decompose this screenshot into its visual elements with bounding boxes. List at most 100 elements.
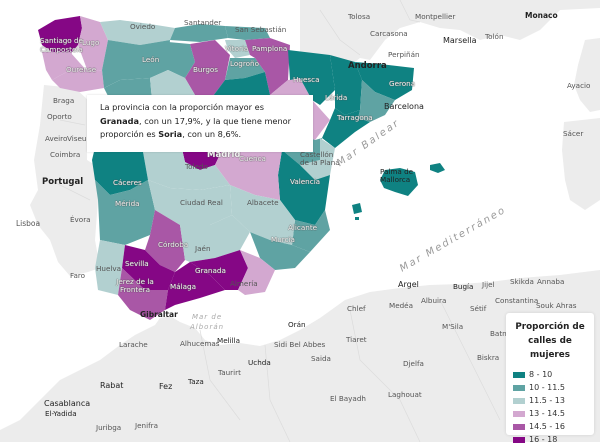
- city-label: Skikda: [510, 277, 534, 286]
- city-label: Gerona: [389, 79, 416, 88]
- province-girona: [355, 62, 414, 100]
- city-label: Jaén: [195, 244, 211, 253]
- tooltip-max-province: Granada: [100, 115, 140, 126]
- city-label: Orán: [288, 320, 306, 329]
- city-label: Sidi Bel Abbes: [274, 340, 326, 349]
- province-lleida: [330, 55, 362, 115]
- province-navarra: [245, 38, 290, 95]
- province-sevilla: [122, 245, 175, 290]
- city-label: Uchda: [248, 358, 271, 367]
- province-baleares-menorca: [430, 163, 445, 173]
- sea-label-alboran: Mar de Alborán: [190, 312, 224, 332]
- summary-tooltip: La provincia con la proporción mayor es …: [87, 95, 313, 152]
- city-label: Sevilla: [125, 259, 149, 268]
- city-label: Biskra: [477, 353, 500, 362]
- city-label: Mérida: [115, 199, 140, 208]
- city-label: Toledo: [185, 162, 208, 171]
- legend: Proporción de calles de mujeres 8 - 10 1…: [506, 313, 594, 444]
- province-ourense: [52, 52, 104, 92]
- city-label: Taza: [188, 377, 204, 386]
- city-label: Medéa: [389, 301, 414, 310]
- city-label: Annaba: [537, 277, 565, 286]
- province-granada: [190, 250, 248, 290]
- legend-item[interactable]: 10 - 11.5: [513, 381, 594, 394]
- land-france: [300, 0, 600, 72]
- city-label: Córdoba: [158, 240, 189, 249]
- province-malaga: [165, 262, 225, 310]
- city-label: Alhucemas: [180, 339, 220, 348]
- city-label: M'Sila: [442, 322, 464, 331]
- legend-item[interactable]: 11.5 - 13: [513, 394, 594, 407]
- legend-item[interactable]: 14.5 - 16: [513, 420, 594, 433]
- province-almeria: [238, 250, 275, 295]
- legend-swatch: [513, 436, 525, 443]
- province-a-coruna: [38, 16, 82, 52]
- province-palencia: [168, 42, 195, 78]
- city-label: Madrid: [207, 150, 241, 160]
- legend-label: 13 - 14.5: [529, 409, 565, 418]
- legend-label: 11.5 - 13: [529, 396, 565, 405]
- city-label: Santiago de Compostela: [40, 36, 83, 54]
- legend-label: 16 - 18: [529, 435, 558, 444]
- city-label: Barcelona: [384, 102, 424, 111]
- city-label: Gibraltar: [140, 310, 178, 319]
- province-cantabria: [170, 24, 228, 42]
- province-asturias: [100, 20, 175, 45]
- legend-item[interactable]: 8 - 10: [513, 368, 594, 381]
- city-label: Souk Ahras: [536, 301, 577, 310]
- city-label: Marsella: [443, 36, 477, 45]
- province-baleares-formentera: [355, 217, 359, 220]
- province-lugo: [78, 16, 108, 72]
- province-jaen: [180, 215, 250, 262]
- province-huelva: [95, 240, 125, 295]
- city-label: Lugo: [82, 38, 100, 47]
- sea-label-alboran-line1: Mar de: [191, 313, 223, 321]
- city-label: Lérida: [325, 93, 348, 102]
- city-label: Chlef: [347, 304, 366, 313]
- province-badajoz: [95, 180, 155, 245]
- province-huesca: [288, 50, 335, 105]
- city-label: Oviedo: [130, 22, 156, 31]
- city-label: Batna: [490, 329, 512, 338]
- legend-swatch: [513, 423, 525, 430]
- tooltip-text-3: , con un 8,6%.: [182, 129, 242, 139]
- city-label: Juribga: [96, 423, 122, 432]
- city-label: Huelva: [96, 264, 122, 273]
- city-label: Tarragona: [337, 113, 373, 122]
- legend-title: Proporción de calles de mujeres: [515, 322, 585, 360]
- city-label: Tiaret: [346, 335, 367, 344]
- legend-swatch: [513, 371, 525, 378]
- province-zamora: [104, 78, 152, 100]
- legend-swatch: [513, 397, 525, 404]
- city-label: Ayacio: [567, 81, 591, 90]
- city-label: Alicante: [288, 223, 318, 232]
- legend-item[interactable]: 13 - 14.5: [513, 407, 594, 420]
- province-ciudad-real: [148, 180, 232, 225]
- city-label: El-Yadida: [45, 409, 77, 418]
- province-cadiz: [118, 268, 168, 320]
- land-africa: [0, 270, 600, 442]
- country-label: Portugal: [42, 177, 84, 187]
- tooltip-text-2: , con un 17,9%, y la que tiene menor pro…: [100, 115, 292, 140]
- city-label: Valencia: [290, 177, 321, 186]
- city-label: Logroño: [230, 59, 259, 68]
- province-vizcaya-guipuzcoa: [225, 26, 270, 40]
- province-burgos: [185, 40, 230, 100]
- city-label: Pamplona: [252, 44, 288, 53]
- province-alicante: [292, 210, 330, 252]
- city-label: El Bayadh: [330, 394, 366, 403]
- city-label: Almería: [230, 279, 258, 288]
- tooltip-text-1: La provincia con la proporción mayor es: [100, 102, 264, 112]
- city-label: Jenifra: [135, 421, 158, 430]
- city-label: Saida: [311, 354, 331, 363]
- city-label: San Sebastián: [235, 25, 287, 34]
- city-label: Laghouat: [388, 390, 422, 399]
- city-label: Constantina: [495, 296, 539, 305]
- province-pontevedra: [42, 52, 72, 80]
- land-sardinia: [562, 118, 600, 210]
- province-alava: [225, 40, 250, 58]
- city-label: Jijel: [482, 280, 495, 289]
- legend-item[interactable]: 16 - 18: [513, 433, 594, 446]
- tooltip-min-province: Soria: [158, 129, 183, 139]
